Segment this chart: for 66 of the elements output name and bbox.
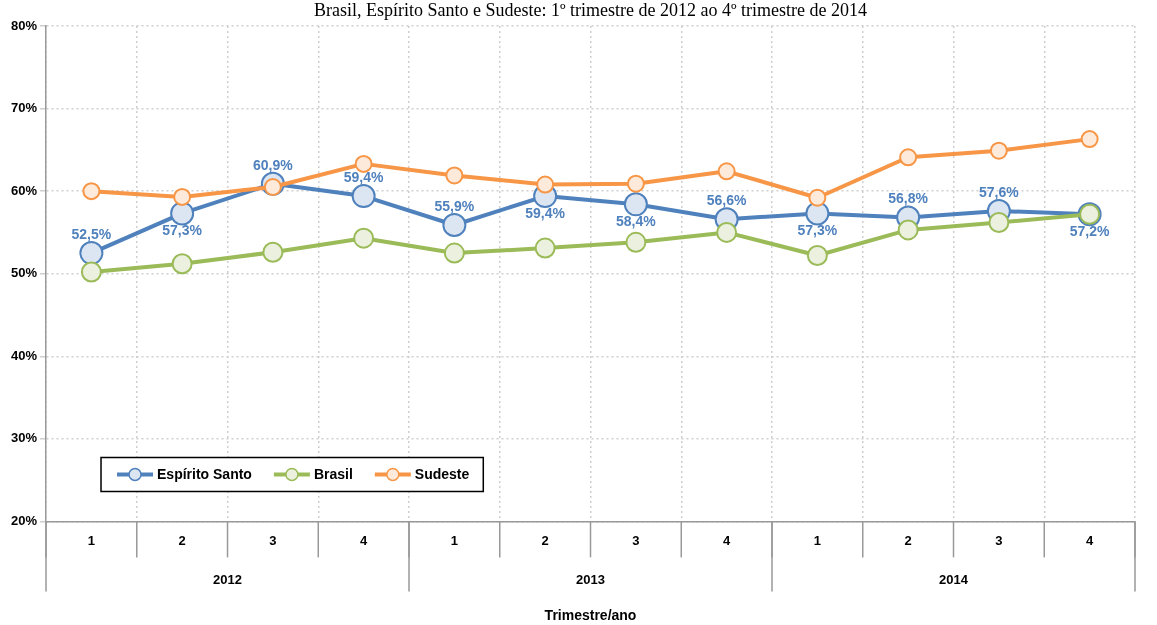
point <box>442 212 467 237</box>
point <box>626 174 645 193</box>
point <box>354 154 373 173</box>
text: 2014 <box>939 571 969 587</box>
legend-label: Brasil <box>313 466 353 483</box>
point <box>173 187 192 206</box>
y-tick-label: 70% <box>10 100 38 116</box>
point <box>1080 130 1099 149</box>
data-label: 57,2% <box>1069 223 1111 240</box>
x-tick-label: 3 <box>632 532 640 548</box>
x-tick-label: 4 <box>1086 532 1095 548</box>
point <box>625 231 647 253</box>
x-tick-label: 3 <box>269 532 277 548</box>
point <box>897 219 919 241</box>
point <box>82 182 101 201</box>
x-tick-label: 3 <box>995 532 1003 548</box>
data-label: 59,4% <box>525 204 566 221</box>
x-tick-label: 1 <box>87 532 96 548</box>
point <box>262 241 284 263</box>
data-label: 57,6% <box>979 183 1020 200</box>
data-label: 59,4% <box>343 168 385 185</box>
data-label: 52,5% <box>71 225 112 242</box>
data-label: 57,3% <box>797 222 838 239</box>
point <box>534 237 556 259</box>
point <box>899 148 918 167</box>
point <box>80 261 102 283</box>
data-label: 55,9% <box>434 197 475 214</box>
point <box>717 162 736 181</box>
x-tick-label: 2 <box>904 532 912 548</box>
x-tick-label: 1 <box>813 532 821 548</box>
point <box>623 192 648 217</box>
point <box>171 253 193 275</box>
point <box>445 166 464 185</box>
text: 2013 <box>576 571 605 587</box>
data-label: 58,4% <box>616 213 657 230</box>
data-label: 56,8% <box>888 190 929 207</box>
y-tick-label: 40% <box>10 347 38 363</box>
x-tick-label: 2 <box>178 532 186 548</box>
y-tick-label: 80% <box>10 17 38 33</box>
x-tick-label: 4 <box>360 532 369 548</box>
point <box>443 242 465 264</box>
y-tick-label: 50% <box>10 265 38 281</box>
y-tick-label: 60% <box>10 182 38 198</box>
point <box>716 221 738 243</box>
point <box>808 188 827 207</box>
chart-title: Brasil, Espírito Santo e Sudeste: 1º trimestre de 2012 ao 4º trimestre de 2014 <box>313 0 868 20</box>
legend-label: Sudeste <box>414 466 470 483</box>
point <box>989 141 1008 160</box>
data-label: 57,3% <box>162 222 203 239</box>
point <box>351 184 376 209</box>
point <box>988 212 1010 234</box>
data-label: 56,6% <box>706 192 748 209</box>
point <box>79 241 104 266</box>
x-axis-title: Trimestre/ano <box>544 606 637 623</box>
point <box>806 245 828 267</box>
x-tick-label: 2 <box>541 532 549 548</box>
data-label: 60,9% <box>253 156 294 173</box>
y-tick-label: 30% <box>10 430 38 446</box>
point <box>536 175 555 194</box>
point <box>170 201 195 226</box>
y-tick-label: 20% <box>10 512 38 528</box>
x-tick-label: 4 <box>723 532 732 548</box>
legend-label: Espírito Santo <box>157 466 252 483</box>
point <box>353 227 375 249</box>
text: 2012 <box>213 571 242 587</box>
x-tick-label: 1 <box>450 532 458 548</box>
